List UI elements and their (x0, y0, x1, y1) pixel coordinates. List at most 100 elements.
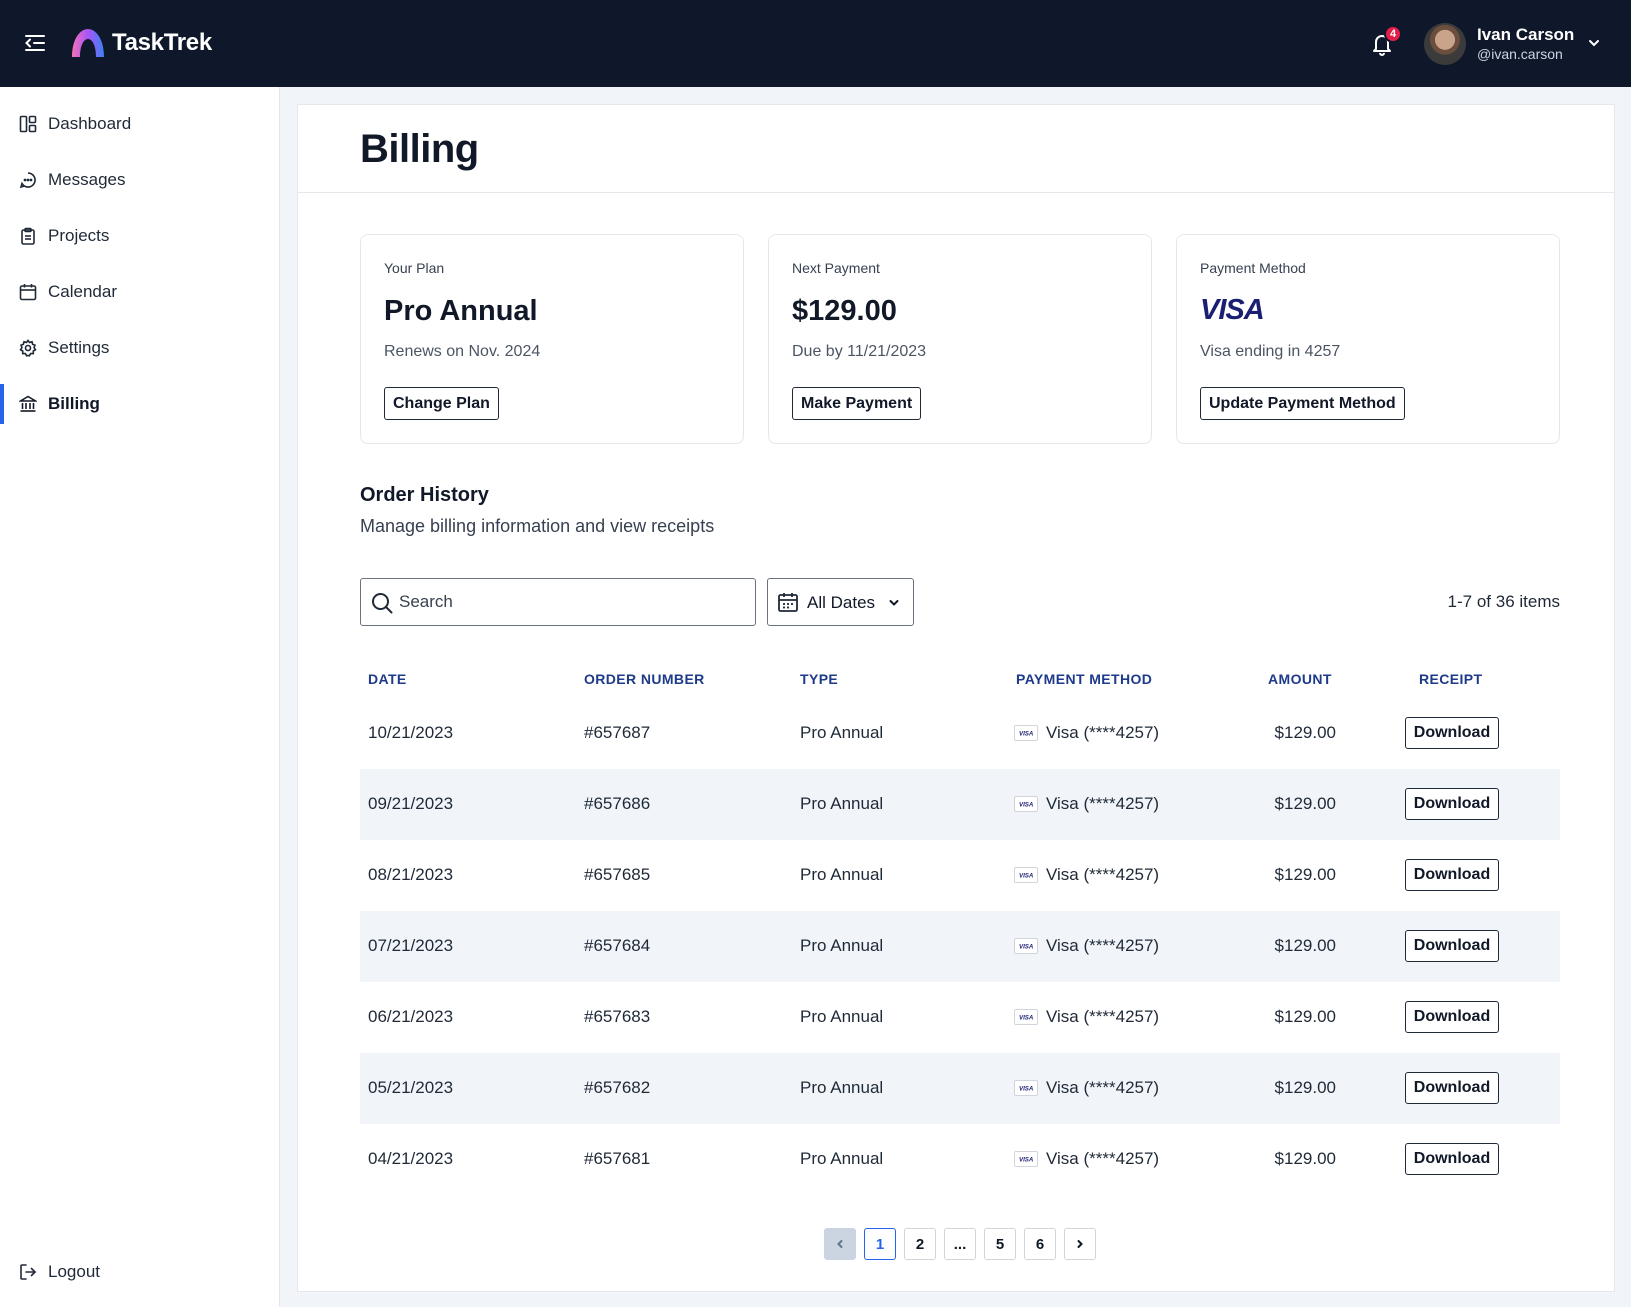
page-title: Billing (360, 127, 479, 171)
order-number: #657687 (584, 723, 651, 742)
visa-card-icon: VISA (1014, 1151, 1038, 1167)
visa-card-icon: VISA (1014, 725, 1038, 741)
column-header-date[interactable]: DATE (368, 671, 407, 687)
order-amount: $129.00 (1274, 794, 1336, 813)
payment-method-card: Payment Method VISA Visa ending in 4257 … (1176, 234, 1560, 444)
download-receipt-button[interactable]: Download (1405, 1072, 1499, 1104)
search-icon (372, 593, 393, 614)
logout-label: Logout (48, 1262, 100, 1281)
search-input[interactable] (399, 579, 749, 625)
order-amount: $129.00 (1274, 723, 1336, 742)
sidebar-item-calendar[interactable]: Calendar (0, 272, 279, 312)
order-date: 06/21/2023 (368, 1007, 454, 1026)
gear-icon (19, 339, 37, 357)
page-header: Billing (298, 105, 1614, 193)
change-plan-button[interactable]: Change Plan (384, 387, 499, 420)
make-payment-button[interactable]: Make Payment (792, 387, 922, 420)
download-receipt-button[interactable]: Download (1405, 788, 1499, 820)
svg-text:VISA: VISA (1019, 944, 1033, 951)
order-type: Pro Annual (800, 1078, 884, 1097)
user-handle: @ivan.carson (1477, 46, 1563, 62)
plan-name: Pro Annual (384, 295, 538, 327)
order-amount: $129.00 (1274, 1078, 1336, 1097)
page-button[interactable]: 2 (904, 1228, 936, 1260)
order-type: Pro Annual (800, 865, 884, 884)
chevron-down-icon (889, 600, 899, 606)
table-row: 06/21/2023 #657683 Pro Annual VISA Visa (***… (360, 982, 1560, 1053)
search-field[interactable] (360, 578, 756, 626)
table-row: 08/21/2023 #657685 Pro Annual VISA Visa (***… (360, 840, 1560, 911)
update-payment-method-button[interactable]: Update Payment Method (1200, 387, 1405, 420)
order-type: Pro Annual (800, 723, 884, 742)
order-amount: $129.00 (1274, 1007, 1336, 1026)
sidebar-item-billing[interactable]: Billing (0, 384, 279, 424)
download-receipt-button[interactable]: Download (1405, 717, 1499, 749)
order-number: #657685 (584, 865, 651, 884)
card-label: Your Plan (384, 260, 445, 276)
logout-button[interactable]: Logout (0, 1252, 279, 1292)
table-row: 04/21/2023 #657681 Pro Annual VISA Visa (***… (360, 1124, 1560, 1195)
chevron-down-icon[interactable] (1587, 36, 1601, 50)
order-number: #657682 (584, 1078, 651, 1097)
payment-method: Visa (****4257) (1046, 723, 1160, 742)
download-receipt-button[interactable]: Download (1405, 930, 1499, 962)
chevron-right-icon (1077, 1240, 1083, 1248)
avatar[interactable] (1424, 23, 1466, 65)
bank-icon (19, 395, 37, 412)
chevron-left-icon (837, 1240, 843, 1248)
notification-badge: 4 (1384, 25, 1402, 43)
sidebar-item-messages[interactable]: Messages (0, 160, 279, 200)
order-date: 08/21/2023 (368, 865, 454, 884)
order-type: Pro Annual (800, 936, 884, 955)
sidebar-item-dashboard[interactable]: Dashboard (0, 104, 279, 144)
app-logo[interactable]: TaskTrek (70, 27, 212, 59)
svg-text:VISA: VISA (1019, 802, 1033, 809)
payment-amount: $129.00 (792, 295, 897, 327)
visa-card-icon: VISA (1014, 1009, 1038, 1025)
table-row: 07/21/2023 #657684 Pro Annual VISA Visa (***… (360, 911, 1560, 982)
page-button[interactable]: 6 (1024, 1228, 1056, 1260)
previous-page-button[interactable] (824, 1228, 856, 1260)
payment-method: Visa (****4257) (1046, 1078, 1160, 1097)
logo-icon (72, 29, 104, 57)
page-ellipsis[interactable]: ... (944, 1228, 976, 1260)
date-filter-value: All Dates (807, 593, 876, 612)
sidebar-item-label: Billing (48, 394, 100, 413)
collapse-menu-icon[interactable] (24, 32, 46, 54)
page-button[interactable]: 5 (984, 1228, 1016, 1260)
svg-text:VISA: VISA (1019, 1157, 1033, 1164)
order-type: Pro Annual (800, 1007, 884, 1026)
clipboard-icon (21, 227, 35, 245)
svg-text:VISA: VISA (1019, 1015, 1033, 1022)
svg-text:VISA: VISA (1019, 873, 1033, 880)
order-amount: $129.00 (1274, 1149, 1336, 1168)
sidebar: Dashboard Messages Projects Calendar Set… (0, 87, 280, 1307)
visa-card-icon: VISA (1014, 867, 1038, 883)
table-header: DATE ORDER NUMBER TYPE PAYMENT METHOD AM… (360, 648, 1560, 698)
column-header-payment-method[interactable]: PAYMENT METHOD (1016, 671, 1153, 687)
payment-method: Visa (****4257) (1046, 1007, 1160, 1026)
column-header-receipt[interactable]: RECEIPT (1419, 671, 1483, 687)
download-receipt-button[interactable]: Download (1405, 859, 1499, 891)
sidebar-item-label: Messages (48, 170, 126, 189)
download-receipt-button[interactable]: Download (1405, 1143, 1499, 1175)
date-filter-select[interactable]: All Dates (767, 578, 914, 626)
section-subtitle: Manage billing information and view rece… (360, 516, 715, 536)
table-row: 05/21/2023 #657682 Pro Annual VISA Visa (***… (360, 1053, 1560, 1124)
order-number: #657683 (584, 1007, 651, 1026)
top-bar: TaskTrek 4 Ivan Carson @ivan.carson (0, 0, 1631, 87)
next-page-button[interactable] (1064, 1228, 1096, 1260)
table-row: 09/21/2023 #657686 Pro Annual VISA Visa (***… (360, 769, 1560, 840)
plan-card: Your Plan Pro Annual Renews on Nov. 2024… (360, 234, 744, 444)
sidebar-item-projects[interactable]: Projects (0, 216, 279, 256)
column-header-amount[interactable]: AMOUNT (1268, 671, 1332, 687)
payment-method: Visa (****4257) (1046, 794, 1160, 813)
page-button[interactable]: 1 (864, 1228, 896, 1260)
sidebar-item-settings[interactable]: Settings (0, 328, 279, 368)
column-header-order-number[interactable]: ORDER NUMBER (584, 671, 705, 687)
download-receipt-button[interactable]: Download (1405, 1001, 1499, 1033)
column-header-type[interactable]: TYPE (800, 671, 839, 687)
calendar-icon (19, 284, 37, 301)
payment-method: Visa (****4257) (1046, 1149, 1160, 1168)
pagination: 1 2 ... 5 6 (824, 1228, 1096, 1262)
